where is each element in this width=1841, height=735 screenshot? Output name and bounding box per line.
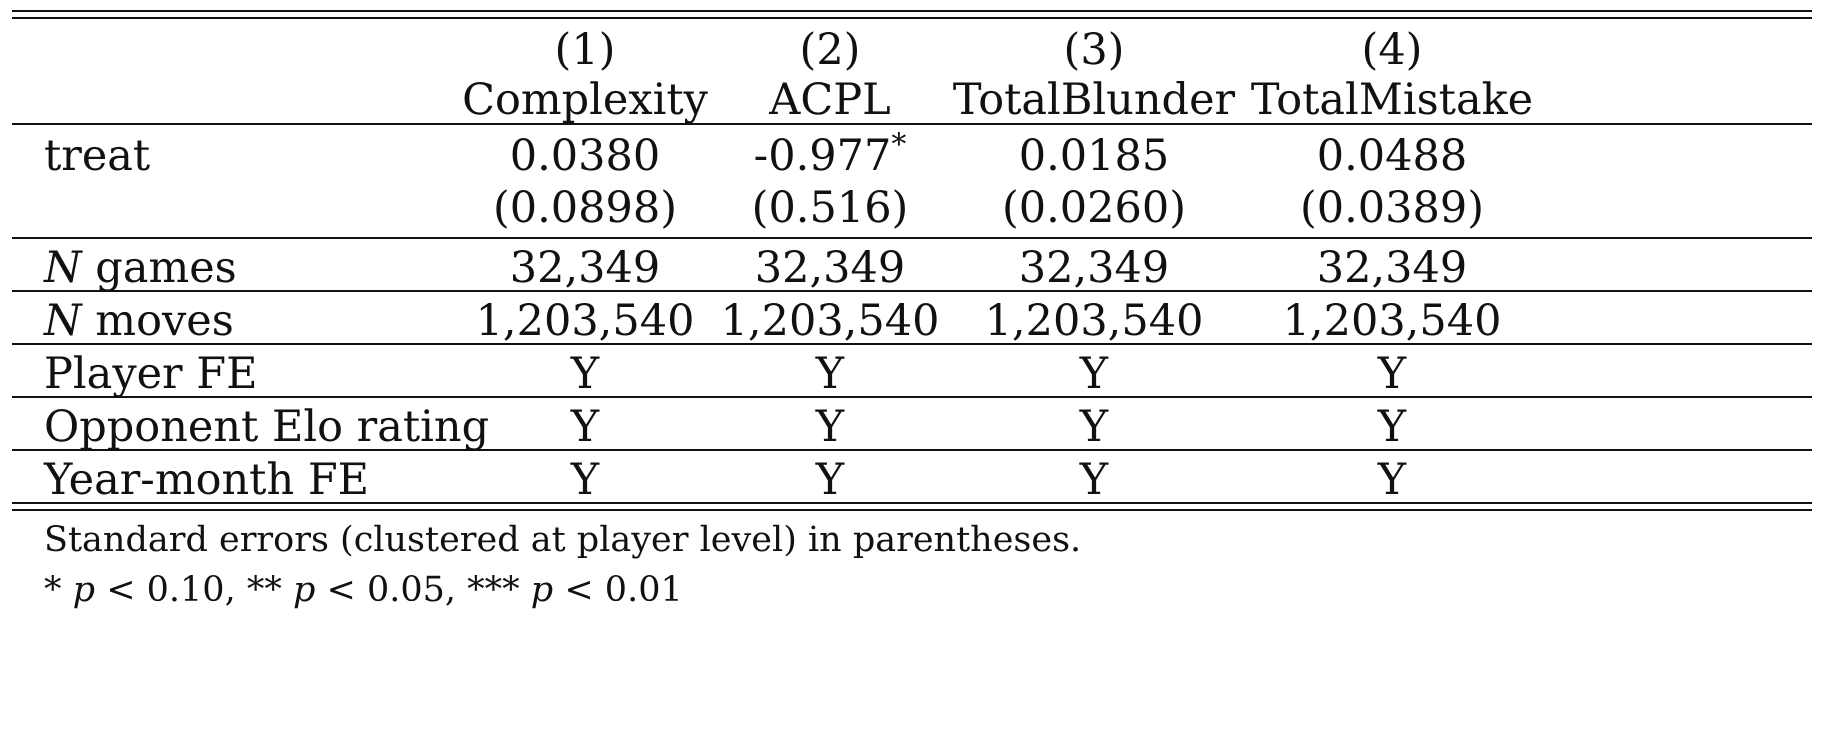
col-4-label: TotalMistake (1250, 75, 1534, 125)
year-month-fe-label: Year-month FE (44, 455, 370, 505)
opponent-elo-2: Y (815, 402, 845, 452)
treat-label: treat (44, 131, 151, 181)
bottom-rule (12, 502, 1812, 504)
treat-se-4: (0.0389) (1299, 183, 1485, 233)
rule-after-opponent-elo (12, 449, 1812, 451)
n-moves-label: N moves (44, 296, 234, 346)
treat-se-2: (0.516) (751, 183, 909, 233)
player-fe-3: Y (1079, 349, 1109, 399)
treat-coef-1: 0.0380 (509, 131, 661, 181)
year-month-fe-2: Y (815, 455, 845, 505)
n-games-3: 32,349 (1018, 243, 1170, 293)
year-month-fe-1: Y (570, 455, 600, 505)
col-2-label: ACPL (769, 75, 891, 125)
opponent-elo-label: Opponent Elo rating (44, 402, 490, 452)
treat-coef-2: -0.977* (753, 127, 907, 181)
table-note-significance: * p < 0.10, ** p < 0.05, *** p < 0.01 (44, 570, 683, 610)
rule-after-games (12, 290, 1812, 292)
player-fe-2: Y (815, 349, 845, 399)
rule-after-moves (12, 343, 1812, 345)
n-moves-2: 1,203,540 (720, 296, 940, 346)
year-month-fe-4: Y (1377, 455, 1407, 505)
opponent-elo-1: Y (570, 402, 600, 452)
col-4-number: (4) (1361, 25, 1423, 75)
opponent-elo-3: Y (1079, 402, 1109, 452)
col-2-number: (2) (799, 25, 861, 75)
top-rule (12, 10, 1812, 12)
rule-after-player-fe (12, 396, 1812, 398)
player-fe-4: Y (1377, 349, 1407, 399)
treat-se-3: (0.0260) (1001, 183, 1187, 233)
n-games-4: 32,349 (1316, 243, 1468, 293)
table-note-standard-errors: Standard errors (clustered at player lev… (44, 520, 1082, 560)
col-3-label: TotalBlunder (952, 75, 1236, 125)
n-moves-4: 1,203,540 (1282, 296, 1502, 346)
treat-coef-4: 0.0488 (1316, 131, 1468, 181)
col-3-number: (3) (1063, 25, 1125, 75)
player-fe-1: Y (570, 349, 600, 399)
n-moves-1: 1,203,540 (475, 296, 695, 346)
col-1-number: (1) (554, 25, 616, 75)
player-fe-label: Player FE (44, 349, 258, 399)
n-games-label: N games (44, 243, 237, 293)
treat-se-1: (0.0898) (492, 183, 678, 233)
significance-stars: * (891, 127, 907, 163)
n-moves-3: 1,203,540 (984, 296, 1204, 346)
treat-coef-3: 0.0185 (1018, 131, 1170, 181)
header-rule (12, 123, 1812, 125)
n-games-1: 32,349 (509, 243, 661, 293)
n-games-2: 32,349 (754, 243, 906, 293)
rule-after-treat (12, 237, 1812, 239)
top-rule-second (12, 17, 1812, 19)
year-month-fe-3: Y (1079, 455, 1109, 505)
col-1-label: Complexity (462, 75, 708, 125)
opponent-elo-4: Y (1377, 402, 1407, 452)
bottom-rule-second (12, 509, 1812, 511)
